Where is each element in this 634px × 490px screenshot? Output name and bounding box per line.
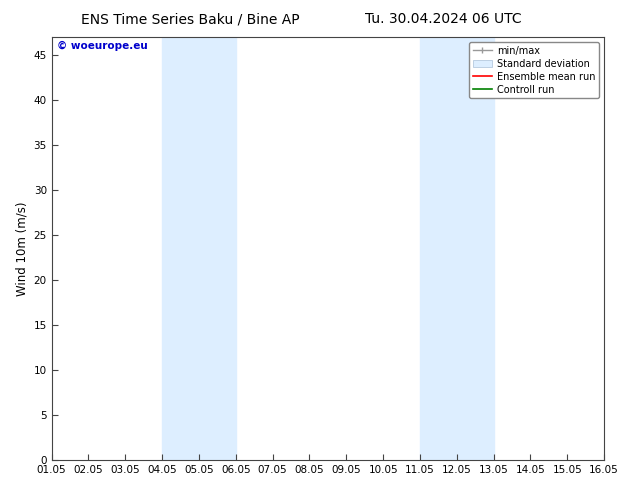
Text: ENS Time Series Baku / Bine AP: ENS Time Series Baku / Bine AP [81,12,299,26]
Text: Tu. 30.04.2024 06 UTC: Tu. 30.04.2024 06 UTC [365,12,522,26]
Legend: min/max, Standard deviation, Ensemble mean run, Controll run: min/max, Standard deviation, Ensemble me… [469,42,599,98]
Y-axis label: Wind 10m (m/s): Wind 10m (m/s) [15,201,28,296]
Text: © woeurope.eu: © woeurope.eu [57,41,148,51]
Bar [162,37,236,460]
Bar [420,37,494,460]
